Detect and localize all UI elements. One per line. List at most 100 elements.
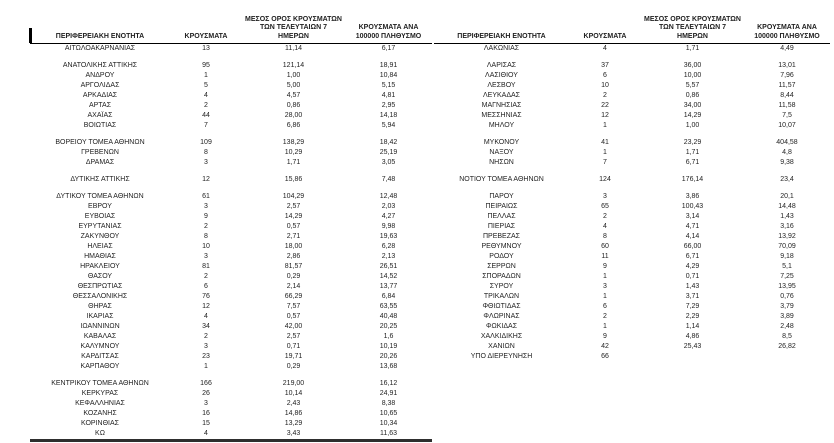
cases-cell: 2 <box>204 273 208 281</box>
region-name-cell: ΘΗΡΑΣ <box>88 303 112 311</box>
region-name-cell: ΔΥΤΙΚΗΣ ΑΤΤΙΚΗΣ <box>70 176 130 184</box>
per100k-cell: 1,43 <box>780 213 794 221</box>
table-row: ΑΙΤΩΛΟΑΚΑΡΝΑΝΙΑΣ 13 11,14 6,17 <box>30 44 432 55</box>
table-row: ΚΟΖΑΝΗΣ 16 14,86 10,65 <box>30 409 432 419</box>
table-row: ΔΥΤΙΚΟΥ ΤΟΜΕΑ ΑΘΗΝΩΝ 61 104,29 12,48 <box>30 192 432 202</box>
avg7-cell: 1,00 <box>286 72 301 80</box>
table-row: ΜΥΚΟΝΟΥ 41 23,29 404,58 <box>434 138 830 148</box>
region-name-cell: ΜΗΛΟΥ <box>488 122 515 130</box>
table-row: ΦΘΙΩΤΙΔΑΣ 6 7,29 3,79 <box>434 302 830 312</box>
cases-cell: 4 <box>204 430 208 438</box>
spacer-cell <box>434 185 830 192</box>
table-row: ΥΠΟ ΔΙΕΡΕΥΝΗΣΗ 66 <box>434 352 830 362</box>
table-row: ΒΟΙΩΤΙΑΣ 7 6,86 5,94 <box>30 121 432 131</box>
region-name-cell: ΒΟΡΕΙΟΥ ΤΟΜΕΑ ΑΘΗΝΩΝ <box>55 139 145 147</box>
cases-cell: 4 <box>603 223 607 231</box>
per100k-cell: 4,49 <box>780 45 794 53</box>
per100k-cell: 3,79 <box>780 303 794 311</box>
region-name-cell: ΡΕΘΥΜΝΟΥ <box>481 243 522 251</box>
cases-cell: 2 <box>204 333 208 341</box>
region-name-cell: ΒΟΙΩΤΙΑΣ <box>83 122 117 130</box>
regional-cases-table-left: ΠΕΡΙΦΕΡΕΙΑΚΗ ΕΝΟΤΗΤΑ ΚΡΟΥΣΜΑΤΑ ΜΕΣΟΣ ΟΡΟ… <box>30 16 432 443</box>
table-row: ΗΜΑΘΙΑΣ 3 2,86 2,13 <box>30 252 432 262</box>
table-body-right: ΛΑΚΩΝΙΑΣ 4 1,71 4,49 ΛΑΡΙΣΑΣ 37 36,00 13,01 ΛΑΣΙ… <box>434 44 830 363</box>
avg7-cell: 0,57 <box>286 223 301 231</box>
region-name-cell: ΑΧΑΪΑΣ <box>87 112 113 120</box>
table-row: ΘΕΣΣΑΛΟΝΙΚΗΣ 76 66,29 6,84 <box>30 292 432 302</box>
avg7-cell: 0,29 <box>286 363 301 371</box>
avg7-cell <box>641 352 744 362</box>
table-body-left: ΑΙΤΩΛΟΑΚΑΡΝΑΝΙΑΣ 13 11,14 6,17 ΑΝΑΤΟΛΙΚΗΣ ΑΤ… <box>30 44 432 441</box>
per100k-cell: 6,28 <box>381 243 396 251</box>
table-row: ΝΟΤΙΟΥ ΤΟΜΕΑ ΑΘΗΝΩΝ 124 176,14 23,4 <box>434 175 830 185</box>
per100k-cell: 14,48 <box>778 203 796 211</box>
avg7-cell: 2,29 <box>685 313 700 321</box>
avg7-cell: 3,14 <box>685 213 700 221</box>
per100k-cell: 13,95 <box>778 283 796 291</box>
per100k-cell: 26,51 <box>379 263 398 271</box>
region-name-cell: ΗΡΑΚΛΕΙΟΥ <box>80 263 120 271</box>
avg7-cell: 23,29 <box>683 139 702 147</box>
avg7-cell: 1,43 <box>685 283 700 291</box>
avg7-cell: 28,00 <box>284 112 303 120</box>
table-row: ΑΝΑΤΟΛΙΚΗΣ ΑΤΤΙΚΗΣ 95 121,14 18,91 <box>30 61 432 71</box>
avg7-cell: 4,14 <box>685 233 700 241</box>
regional-cases-table-right: ΠΕΡΙΦΕΡΕΙΑΚΗ ΕΝΟΤΗΤΑ ΚΡΟΥΣΜΑΤΑ ΜΕΣΟΣ ΟΡΟ… <box>434 16 830 362</box>
table-row: ΚΑΡΠΑΘΟΥ 1 0,29 13,68 <box>30 362 432 372</box>
cases-cell: 60 <box>601 243 609 251</box>
avg7-cell: 7,29 <box>685 303 700 311</box>
cases-cell: 12 <box>601 112 609 120</box>
region-name-cell: ΦΛΩΡΙΝΑΣ <box>483 313 520 321</box>
region-name-cell: ΥΠΟ ΔΙΕΡΕΥΝΗΣΗ <box>470 353 533 361</box>
region-name-cell: ΚΑΡΠΑΘΟΥ <box>80 363 120 371</box>
region-name-cell: ΣΠΟΡΑΔΩΝ <box>482 273 521 281</box>
per100k-cell: 9,38 <box>780 159 794 167</box>
region-name-cell: ΠΡΕΒΕΖΑΣ <box>482 233 520 241</box>
cases-cell: 8 <box>603 233 607 241</box>
per100k-cell: 23,4 <box>780 176 794 184</box>
group-spacer-row <box>30 168 432 175</box>
region-name-cell: ΘΕΣΣΑΛΟΝΙΚΗΣ <box>72 293 128 301</box>
cases-cell: 37 <box>601 62 609 70</box>
avg7-cell: 4,71 <box>685 223 700 231</box>
region-name-cell: ΤΡΙΚΑΛΩΝ <box>483 293 520 301</box>
column-header-avg7: ΜΕΣΟΣ ΟΡΟΣ ΚΡΟΥΣΜΑΤΩΝ ΤΩΝ ΤΕΛΕΥΤΑΙΩΝ 7 Η… <box>242 16 345 45</box>
table-row: ΧΑΛΚΙΔΙΚΗΣ 9 4,86 8,5 <box>434 332 830 342</box>
per100k-cell: 16,12 <box>379 380 398 388</box>
cases-cell: 1 <box>603 122 607 130</box>
per100k-cell: 9,18 <box>780 253 794 261</box>
per100k-cell: 10,19 <box>379 343 398 351</box>
avg7-cell: 19,71 <box>284 353 303 361</box>
cases-cell: 2 <box>204 102 208 110</box>
cases-cell: 9 <box>204 213 208 221</box>
per100k-cell: 18,42 <box>379 139 398 147</box>
per100k-cell: 18,91 <box>379 62 398 70</box>
cases-cell: 41 <box>601 139 609 147</box>
table-row: ΚΑΡΔΙΤΣΑΣ 23 19,71 20,26 <box>30 352 432 362</box>
cases-cell: 4 <box>204 313 208 321</box>
per100k-cell: 10,07 <box>778 122 796 130</box>
region-name-cell: ΚΩ <box>95 430 105 438</box>
per100k-cell: 26,82 <box>778 343 796 351</box>
cases-cell: 8 <box>204 233 208 241</box>
group-spacer-row <box>30 185 432 192</box>
avg7-cell: 7,57 <box>286 303 301 311</box>
per100k-cell: 2,48 <box>780 323 794 331</box>
table-row: ΖΑΚΥΝΘΟΥ 8 2,71 19,63 <box>30 232 432 242</box>
cases-cell: 2 <box>603 313 607 321</box>
column-header-cases: ΚΡΟΥΣΜΑΤΑ <box>569 16 641 45</box>
per100k-cell: 13,68 <box>379 363 398 371</box>
region-name-cell: ΗΜΑΘΙΑΣ <box>84 253 116 261</box>
avg7-cell: 219,00 <box>282 380 305 388</box>
cases-cell: 8 <box>204 149 208 157</box>
table-row: ΘΗΡΑΣ 12 7,57 63,55 <box>30 302 432 312</box>
per100k-cell: 70,09 <box>778 243 796 251</box>
region-name-cell: ΠΕΙΡΑΙΩΣ <box>485 203 518 211</box>
per100k-cell <box>744 352 830 362</box>
avg7-cell: 6,86 <box>286 122 301 130</box>
region-name-cell: ΕΒΡΟΥ <box>88 203 112 211</box>
table-row: ΑΡΚΑΔΙΑΣ 4 4,57 4,81 <box>30 91 432 101</box>
avg7-cell: 3,43 <box>286 430 301 438</box>
region-name-cell: ΚΕΦΑΛΛΗΝΙΑΣ <box>75 400 125 408</box>
cases-cell: 2 <box>204 223 208 231</box>
